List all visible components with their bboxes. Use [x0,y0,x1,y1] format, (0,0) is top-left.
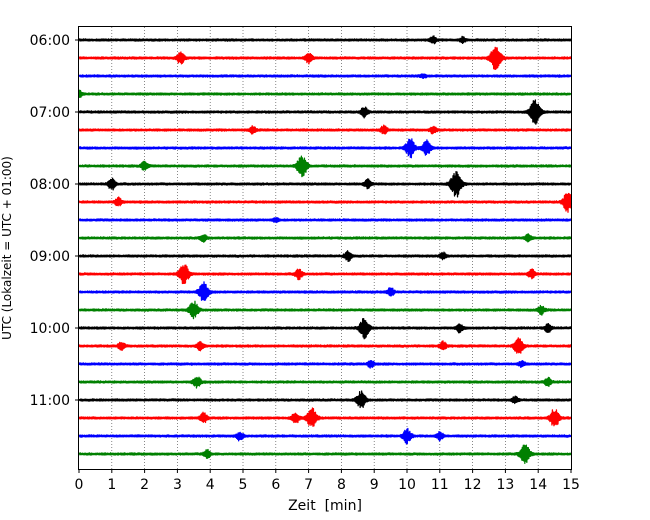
x-axis-label: Zeit [min] [288,498,362,514]
seismic-trace [78,359,572,369]
seismic-trace [78,217,572,224]
y-tick-label: 08:00 [30,177,70,193]
seismic-trace [78,35,572,45]
y-tick-label: 06:00 [30,33,70,49]
x-tick-label: 11 [431,477,449,493]
y-axis-ticks: 06:00 07:00 08:00 09:00 10:00 11:00 [30,33,79,409]
x-axis-ticks: 0 1 2 3 4 5 6 7 8 9 10 11 12 13 14 15 [75,469,580,493]
x-tick-label: 6 [271,477,280,493]
seismic-trace [78,300,572,320]
x-tick-label: 13 [496,477,514,493]
x-tick-label: 10 [398,477,416,493]
x-tick-label: 5 [239,477,248,493]
x-tick-label: 1 [107,477,116,493]
y-tick-label: 10:00 [30,321,70,337]
seismic-trace [78,192,572,213]
x-tick-label: 4 [206,477,215,493]
seismic-trace [78,444,572,464]
x-tick-label: 8 [337,477,346,493]
x-tick-label: 12 [464,477,482,493]
seismic-trace [78,89,572,99]
seismic-trace [78,407,572,427]
seismic-trace [78,155,572,178]
seismic-trace [78,99,572,125]
seismic-trace [78,73,572,79]
seismic-trace [78,427,572,445]
seismic-trace [78,124,572,135]
seismic-trace [78,390,572,409]
y-tick-label: 09:00 [30,249,70,265]
x-tick-label: 9 [370,477,379,493]
seismic-trace [78,264,572,285]
x-tick-label: 15 [562,477,580,493]
y-tick-label: 11:00 [30,393,70,409]
seismic-trace [78,337,572,354]
x-tick-label: 14 [529,477,547,493]
x-tick-label: 0 [75,477,84,493]
seismic-trace [78,250,572,262]
y-tick-label: 07:00 [30,105,70,121]
seismic-trace [78,318,572,340]
seismic-trace [78,138,572,159]
x-tick-label: 7 [304,477,313,493]
seismic-trace [78,170,572,198]
seismic-trace [78,281,572,301]
axes-frame [78,26,572,470]
seismic-trace [78,233,572,243]
x-tick-label: 2 [140,477,149,493]
seismic-trace [78,46,572,70]
trace-layer [78,35,572,464]
x-tick-label: 3 [173,477,182,493]
y-axis-label: UTC (Lokalzeit = UTC + 01:00) [0,156,14,340]
seismic-trace [78,376,572,389]
